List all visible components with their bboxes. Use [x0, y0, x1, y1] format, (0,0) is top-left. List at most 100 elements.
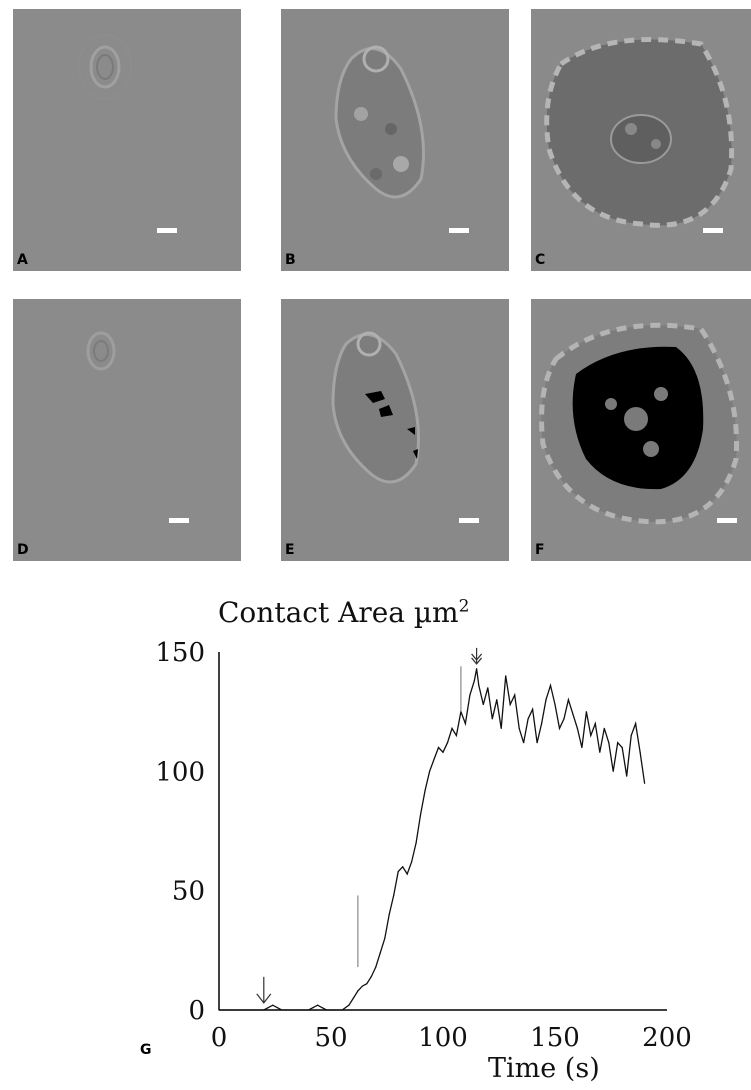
data-point: [272, 1004, 274, 1006]
micrograph-image: [281, 299, 509, 561]
data-point: [635, 723, 637, 725]
scale-bar: [703, 228, 723, 233]
data-point: [558, 727, 561, 729]
data-point: [428, 770, 431, 772]
data-point: [532, 708, 534, 710]
data-point: [330, 1009, 332, 1011]
data-point: [523, 742, 525, 744]
data-point: [518, 727, 520, 729]
chart-title-text: Contact Area µm: [218, 596, 459, 629]
y-tick-label: 100: [155, 757, 205, 787]
chart-title-superscript: 2: [458, 596, 470, 617]
data-point: [402, 866, 404, 868]
data-point: [469, 694, 471, 696]
panel-label-g: G: [140, 1042, 152, 1058]
panel-label: E: [285, 542, 295, 558]
data-point: [370, 975, 372, 978]
contact-area-chart: 0 50 100 150 200 0 50 100 150: [155, 638, 692, 1050]
micrograph-image: [531, 9, 751, 271]
chart-series: [218, 668, 646, 1011]
micrograph-panel-d: D: [13, 299, 241, 561]
panel-label: C: [535, 252, 546, 268]
data-point: [567, 699, 570, 701]
x-tick-label: 150: [530, 1023, 580, 1050]
data-point: [379, 952, 381, 954]
scale-bar: [717, 518, 737, 523]
data-point: [626, 775, 628, 777]
data-point: [316, 1004, 319, 1006]
data-point: [505, 675, 507, 677]
data-point: [415, 842, 417, 844]
data-point: [433, 758, 435, 760]
data-point: [608, 742, 610, 744]
micrograph-panel-f: F: [531, 299, 751, 561]
data-point: [296, 1009, 298, 1011]
data-point: [442, 751, 444, 753]
data-point: [473, 680, 475, 682]
data-point: [621, 746, 623, 749]
data-point: [218, 1009, 220, 1011]
data-point: [348, 1004, 350, 1006]
data-point: [617, 742, 619, 744]
x-axis-label: Time (s): [488, 1053, 600, 1084]
data-point: [603, 727, 605, 729]
data-point: [388, 913, 390, 916]
panel-label: A: [17, 252, 28, 268]
data-point: [424, 789, 426, 792]
chart-title: Contact Area µm2: [218, 596, 469, 629]
data-point: [630, 734, 632, 737]
data-point: [464, 723, 466, 725]
data-point: [581, 746, 583, 749]
micrograph-panel-c: C: [531, 9, 751, 271]
data-point: [361, 985, 363, 987]
data-point: [321, 1007, 323, 1009]
data-point: [576, 727, 579, 729]
data-point: [455, 734, 458, 737]
data-point: [229, 1009, 231, 1011]
data-point: [334, 1009, 337, 1011]
scale-bar: [449, 228, 469, 233]
data-point: [478, 684, 480, 687]
data-point: [514, 694, 516, 696]
chart-annotations: [256, 647, 483, 1004]
data-point: [263, 1009, 265, 1011]
x-tick-label: 200: [642, 1023, 692, 1050]
x-tick-label: 100: [418, 1023, 468, 1050]
panel-label: D: [17, 542, 29, 558]
data-point: [240, 1009, 242, 1011]
data-point: [393, 894, 395, 897]
data-point: [527, 718, 529, 720]
scale-bar: [459, 518, 479, 523]
micrograph-image: [281, 9, 509, 271]
data-point: [563, 718, 565, 720]
data-point: [590, 734, 592, 737]
panel-label: F: [535, 542, 545, 558]
y-tick-label: 150: [155, 638, 205, 668]
data-point: [252, 1009, 254, 1011]
double-down-arrow-icon: [471, 647, 483, 665]
micrograph-panel-b: B: [281, 9, 509, 271]
data-point: [420, 813, 422, 815]
chart-axes: [218, 652, 667, 1011]
data-point: [500, 727, 502, 729]
data-point: [325, 1009, 328, 1011]
y-tick-label: 50: [172, 877, 205, 907]
data-point: [366, 983, 368, 985]
data-point: [406, 873, 408, 875]
data-point: [375, 966, 377, 968]
series-line: [219, 668, 646, 1011]
scale-bar: [157, 228, 177, 233]
data-point: [451, 727, 453, 729]
x-tick-label: 0: [211, 1023, 228, 1050]
micrograph-panel-e: E: [281, 299, 509, 561]
data-point: [509, 703, 511, 706]
data-point: [357, 990, 359, 992]
data-point: [644, 782, 646, 784]
data-point: [491, 718, 493, 720]
micrograph-image: [531, 299, 751, 561]
data-point: [545, 699, 547, 701]
data-point: [285, 1009, 287, 1011]
data-point: [341, 1009, 343, 1011]
data-point: [599, 751, 601, 753]
data-point: [446, 742, 449, 744]
